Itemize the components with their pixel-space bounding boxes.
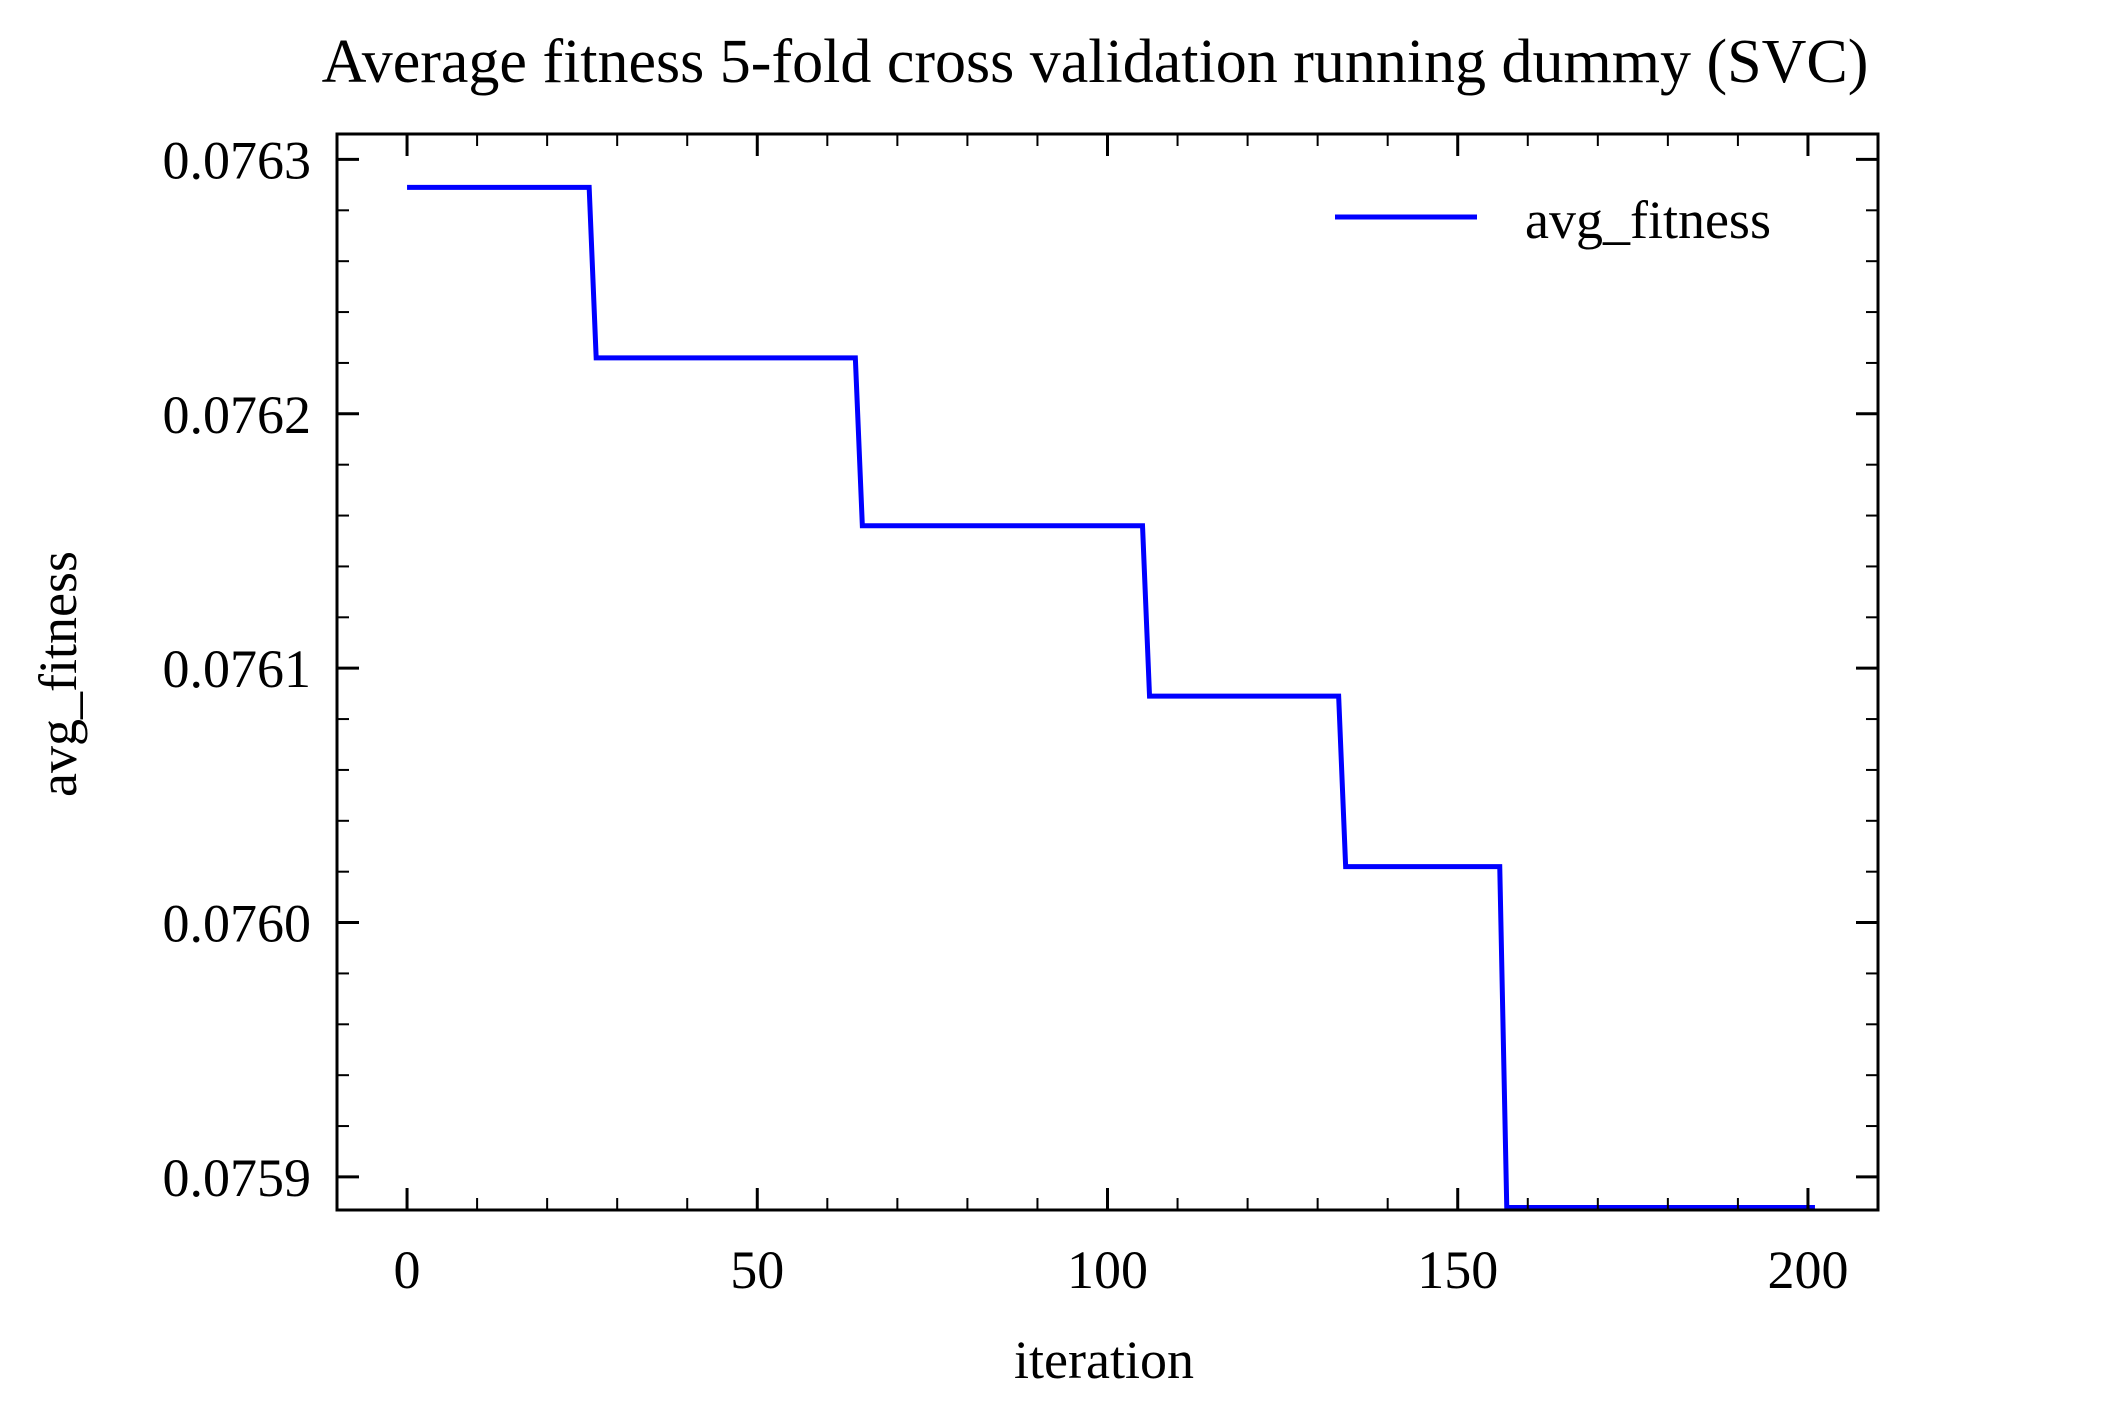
x-tick-label: 150 <box>1417 1240 1498 1300</box>
chart-title: Average fitness 5-fold cross validation … <box>322 28 1869 96</box>
series-layer <box>407 184 1815 1210</box>
legend: avg_fitness <box>1335 190 1771 250</box>
ticks-layer: 0 50 100 150 200 0.0759 0.0760 0.0761 0.0762 0.07… <box>163 130 1879 1300</box>
y-tick-label: 0.0760 <box>163 894 312 954</box>
x-axis-label: iteration <box>1014 1330 1194 1390</box>
x-tick-label: 0 <box>394 1240 421 1300</box>
x-tick-label: 50 <box>730 1240 784 1300</box>
y-tick-label: 0.0762 <box>163 385 312 445</box>
plot-area: 0 50 100 150 200 0.0759 0.0760 0.0761 0.0762 0.07… <box>163 130 1880 1300</box>
y-tick-label: 0.0761 <box>163 639 312 699</box>
plot-frame <box>335 132 1880 1212</box>
y-tick-label: 0.0759 <box>163 1148 312 1208</box>
y-tick-label: 0.0763 <box>163 130 312 190</box>
x-tick-label: 200 <box>1767 1240 1848 1300</box>
x-tick-label: 100 <box>1067 1240 1148 1300</box>
y-axis-label: avg_fitness <box>28 551 88 797</box>
legend-label-avg-fitness: avg_fitness <box>1525 190 1771 250</box>
series-line-avg-fitness <box>407 184 1815 1210</box>
